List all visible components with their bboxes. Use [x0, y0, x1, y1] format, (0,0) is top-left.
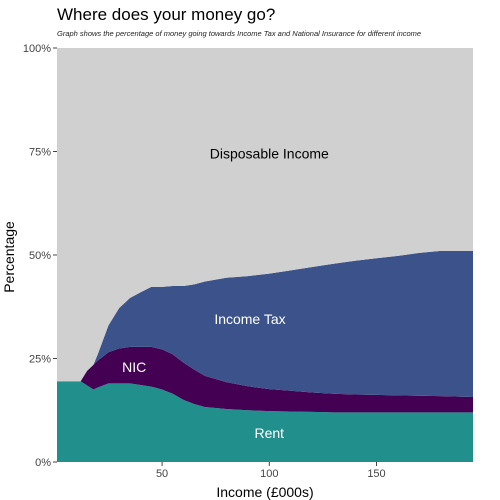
y-tick-label: 75%: [29, 147, 51, 159]
x-tick-label: 150: [367, 468, 385, 480]
x-tick-label: 100: [260, 468, 278, 480]
area-label-disposable-income: Disposable Income: [210, 146, 329, 162]
area-rent: [57, 381, 473, 462]
area-income-tax: [57, 250, 473, 397]
x-axis: 50 100 150: [156, 462, 386, 480]
area-label-nic: NIC: [122, 359, 146, 375]
x-tick-label: 50: [156, 468, 168, 480]
chart-title: Where does your money go?: [57, 5, 276, 24]
y-axis: 0% 25% 50% 75% 100%: [23, 43, 57, 469]
area-disposable-income: [57, 48, 473, 382]
area-layer: [57, 48, 473, 462]
area-nic: [57, 346, 473, 413]
y-tick-label: 0%: [35, 457, 51, 469]
y-axis-title: Percentage: [1, 221, 17, 293]
y-tick-label: 50%: [29, 250, 51, 262]
area-label-income-tax: Income Tax: [214, 311, 285, 327]
x-axis-title: Income (£000s): [216, 484, 313, 500]
y-tick-label: 100%: [23, 43, 51, 55]
area-label-rent: Rent: [254, 425, 284, 441]
area-label-layer: Rent NIC Income Tax Disposable Income: [122, 146, 329, 441]
y-tick-label: 25%: [29, 354, 51, 366]
chart-subtitle: Graph shows the percentage of money goin…: [57, 29, 422, 38]
